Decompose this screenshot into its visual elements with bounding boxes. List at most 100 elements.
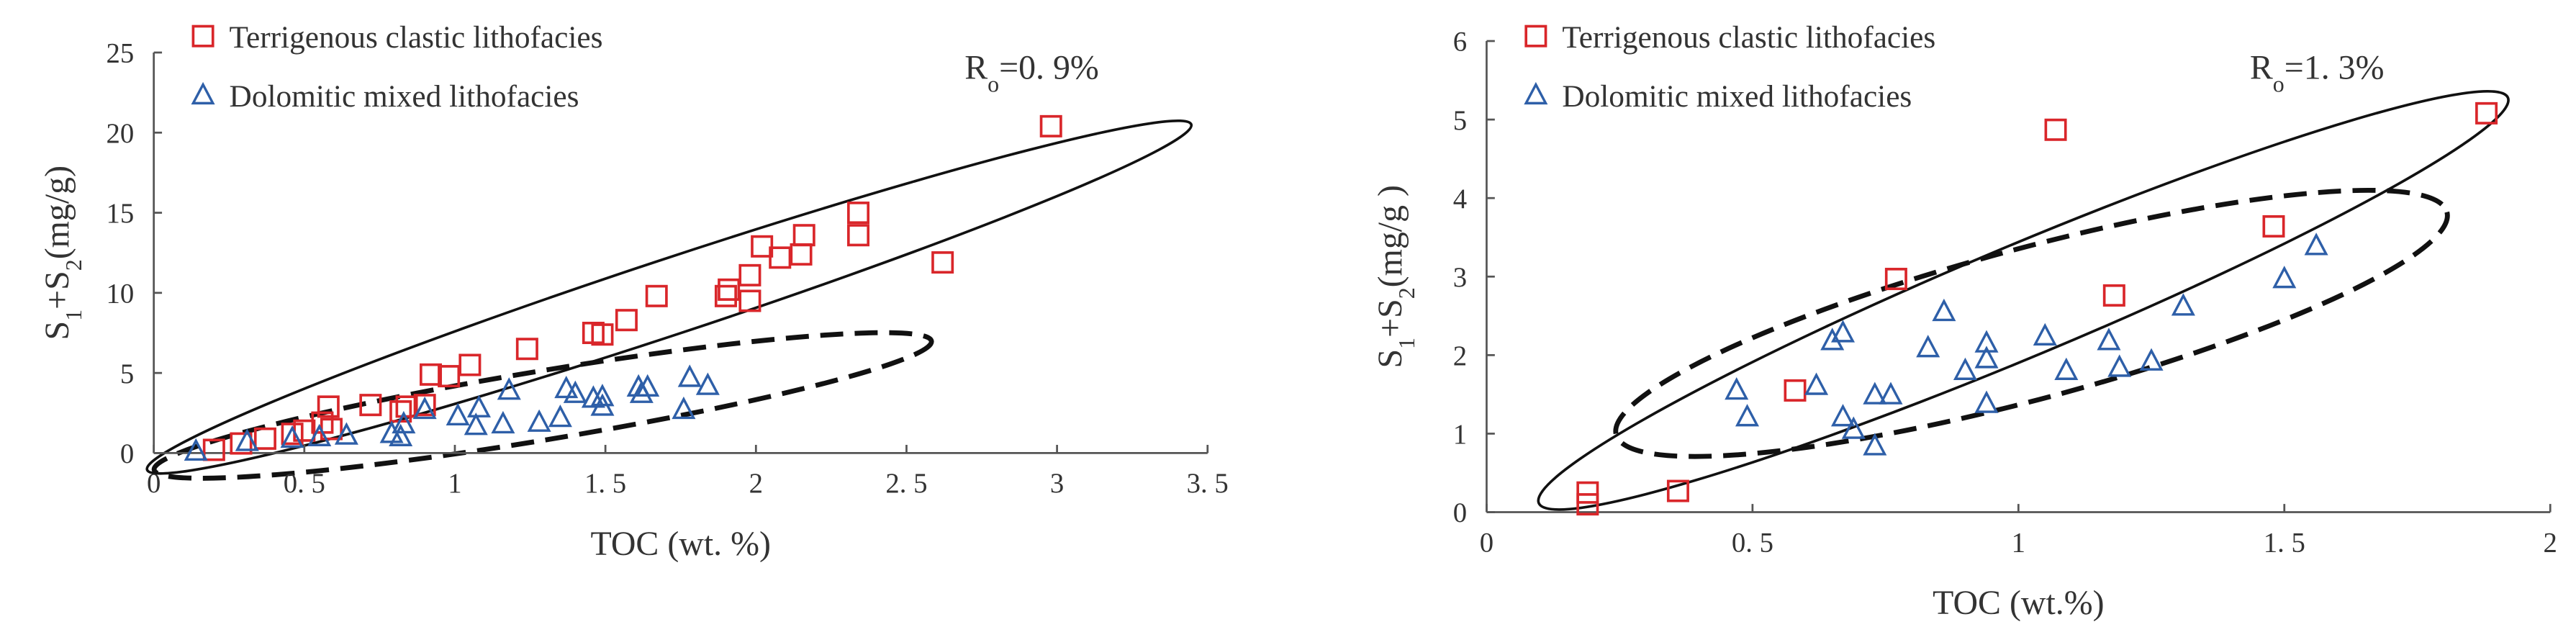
marker-triangle	[307, 423, 332, 446]
marker-square	[2102, 284, 2125, 307]
marker-square	[738, 289, 761, 312]
x-tick-label: 2	[749, 468, 763, 499]
marker-triangle	[1974, 390, 1999, 413]
y-tick-label: 15	[107, 198, 135, 229]
x-tick-label: 1. 5	[2264, 527, 2305, 558]
legend-label: Terrigenous clastic lithofacies	[230, 20, 603, 55]
annotation-part: =0. 9%	[999, 48, 1099, 86]
marker-triangle	[1974, 346, 1999, 369]
annotation-part: =1. 3%	[2284, 48, 2385, 86]
marker-triangle	[1735, 404, 1760, 427]
y-axis-label-part: 2	[61, 259, 86, 271]
x-tick-label: 2. 5	[885, 468, 927, 499]
annotation: Ro=0. 9%	[964, 48, 1099, 96]
y-axis-label-part: 1	[1393, 338, 1419, 349]
marker-square	[2044, 118, 2067, 141]
legend-label: Dolomitic mixed lithofacies	[230, 79, 579, 114]
marker-triangle	[334, 422, 358, 445]
marker-triangle	[1953, 357, 1977, 380]
y-tick-label: 5	[120, 358, 134, 389]
x-tick-label: 1. 5	[584, 468, 626, 499]
marker-square	[515, 338, 538, 361]
y-axis-label-part: (mg/g)	[38, 166, 76, 259]
y-tick-label: 5	[1453, 105, 1467, 136]
marker-triangle	[412, 396, 437, 420]
envelope	[1613, 187, 2450, 459]
marker-triangle	[554, 375, 579, 399]
marker-triangle	[2171, 293, 2195, 316]
marker-square	[738, 263, 761, 286]
marker-square	[718, 278, 741, 301]
marker-triangle	[464, 412, 488, 435]
y-tick-label: 20	[107, 118, 135, 149]
marker-triangle	[491, 410, 515, 434]
y-tick-label: 0	[1453, 497, 1467, 528]
x-tick-label: 0. 5	[284, 468, 325, 499]
legend-marker	[1524, 81, 1548, 105]
marker-triangle	[2033, 322, 2057, 346]
marker-square	[438, 365, 461, 388]
marker-square	[458, 353, 482, 376]
marker-triangle	[389, 423, 413, 446]
marker-square	[1039, 114, 1062, 137]
annotation: Ro=1. 3%	[2250, 48, 2385, 96]
x-tick-label: 1	[448, 468, 461, 499]
x-tick-label: 3	[1050, 468, 1064, 499]
marker-square	[253, 427, 276, 450]
marker-square	[2262, 215, 2285, 238]
marker-triangle	[235, 428, 259, 451]
y-axis-label: S1+S2(mg/g )	[1371, 185, 1419, 368]
marker-triangle	[636, 374, 660, 397]
marker-triangle	[1820, 328, 1845, 351]
marker-triangle	[1863, 433, 1887, 456]
marker-triangle	[581, 385, 605, 408]
marker-square	[582, 321, 605, 344]
annotation-part: o	[2273, 71, 2284, 96]
marker-triangle	[1841, 416, 1866, 439]
y-tick-label: 1	[1453, 419, 1467, 450]
y-tick-label: 4	[1453, 184, 1467, 215]
legend-label: Terrigenous clastic lithofacies	[1562, 20, 1935, 55]
marker-triangle	[2054, 357, 2079, 380]
legend-marker	[191, 81, 215, 105]
marker-triangle	[629, 380, 654, 403]
x-tick-label: 0. 5	[1732, 527, 1773, 558]
y-axis-label-part: 1	[61, 310, 86, 321]
marker-square	[790, 243, 813, 266]
marker-square	[792, 224, 815, 247]
y-tick-label: 0	[120, 438, 134, 469]
marker-square	[1884, 268, 1907, 291]
marker-square	[1576, 493, 1599, 516]
marker-triangle	[280, 425, 304, 448]
marker-triangle	[466, 394, 491, 417]
marker-square	[847, 224, 870, 247]
marker-triangle	[2107, 354, 2132, 377]
marker-triangle	[1830, 320, 1856, 343]
marker-triangle	[548, 405, 572, 428]
y-axis-label-part: +S	[38, 271, 76, 310]
marker-square	[1576, 481, 1599, 504]
y-tick-label: 2	[1453, 340, 1467, 371]
envelopes	[145, 89, 2510, 511]
marker-square	[420, 363, 443, 386]
y-axis-label-part: S	[38, 321, 76, 340]
marker-square	[645, 284, 668, 307]
marker-triangle	[1879, 382, 1903, 405]
x-tick-label: 0	[1480, 527, 1493, 558]
y-axis-label-part: S	[1371, 349, 1409, 369]
y-axis-label-part: (mg/g )	[1371, 185, 1409, 287]
y-axis-label-part: +S	[1371, 299, 1409, 338]
legend-label: Dolomitic mixed lithofacies	[1562, 79, 1912, 114]
marker-triangle	[563, 380, 587, 403]
x-tick-label: 1	[2012, 527, 2025, 558]
marker-square	[317, 395, 340, 418]
x-axis-label: TOC (wt. %)	[590, 525, 770, 563]
marker-triangle	[1974, 330, 1999, 353]
marker-triangle	[1916, 335, 1940, 358]
marker-triangle	[527, 409, 551, 432]
x-axis-label: TOC (wt.%)	[1933, 584, 2104, 622]
marker-triangle	[672, 396, 696, 420]
marker-square	[413, 394, 436, 417]
